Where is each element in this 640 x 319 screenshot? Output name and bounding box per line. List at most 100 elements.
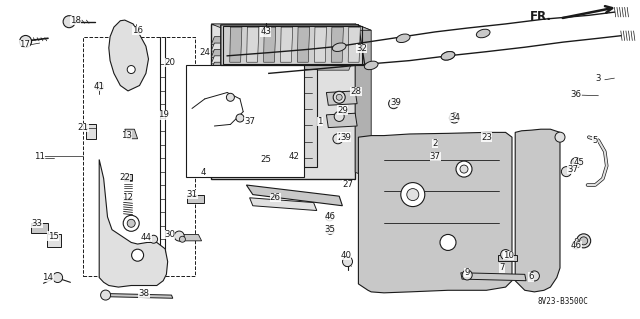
Polygon shape bbox=[99, 160, 168, 287]
Circle shape bbox=[262, 26, 269, 34]
Circle shape bbox=[561, 167, 572, 177]
Circle shape bbox=[407, 189, 419, 201]
Text: 42: 42 bbox=[289, 152, 300, 161]
Text: 19: 19 bbox=[158, 110, 168, 119]
Circle shape bbox=[571, 158, 581, 168]
Text: 8: 8 bbox=[573, 238, 579, 247]
Text: 35: 35 bbox=[324, 225, 336, 234]
Text: 6: 6 bbox=[529, 272, 534, 281]
Circle shape bbox=[500, 249, 511, 260]
Ellipse shape bbox=[476, 29, 490, 38]
Circle shape bbox=[150, 235, 157, 243]
Polygon shape bbox=[86, 124, 96, 139]
Polygon shape bbox=[211, 24, 355, 179]
Text: 17: 17 bbox=[19, 40, 30, 49]
Ellipse shape bbox=[441, 52, 455, 60]
Polygon shape bbox=[211, 56, 352, 64]
Circle shape bbox=[401, 182, 425, 207]
Ellipse shape bbox=[441, 52, 455, 60]
Ellipse shape bbox=[332, 43, 346, 51]
Polygon shape bbox=[515, 129, 560, 292]
Polygon shape bbox=[178, 234, 202, 241]
Circle shape bbox=[333, 91, 345, 103]
Polygon shape bbox=[358, 132, 512, 293]
Text: 36: 36 bbox=[570, 90, 582, 99]
Text: FR.: FR. bbox=[530, 10, 552, 23]
Polygon shape bbox=[326, 113, 357, 128]
Ellipse shape bbox=[364, 61, 378, 70]
Bar bbox=[214, 69, 317, 167]
Text: 22: 22 bbox=[119, 173, 131, 182]
Circle shape bbox=[440, 234, 456, 250]
Polygon shape bbox=[264, 27, 276, 62]
Circle shape bbox=[333, 134, 343, 144]
Text: 39: 39 bbox=[390, 98, 401, 107]
Text: 46: 46 bbox=[570, 241, 582, 250]
Text: 18: 18 bbox=[70, 16, 81, 25]
Circle shape bbox=[326, 226, 334, 234]
Circle shape bbox=[95, 82, 103, 90]
Polygon shape bbox=[211, 49, 352, 57]
Circle shape bbox=[174, 231, 184, 241]
Polygon shape bbox=[298, 27, 310, 62]
Circle shape bbox=[227, 93, 234, 101]
Polygon shape bbox=[230, 27, 242, 62]
Polygon shape bbox=[246, 27, 259, 62]
Polygon shape bbox=[211, 37, 352, 45]
Text: 32: 32 bbox=[356, 44, 367, 53]
Text: 3: 3 bbox=[596, 74, 601, 83]
Circle shape bbox=[326, 213, 333, 221]
Text: 25: 25 bbox=[260, 155, 271, 164]
Circle shape bbox=[123, 215, 140, 231]
Polygon shape bbox=[47, 234, 61, 247]
Text: 20: 20 bbox=[164, 58, 175, 67]
Circle shape bbox=[456, 161, 472, 177]
Bar bbox=[83, 37, 195, 276]
Text: 21: 21 bbox=[77, 123, 89, 132]
Text: 40: 40 bbox=[340, 251, 351, 260]
Circle shape bbox=[580, 237, 588, 245]
Circle shape bbox=[334, 111, 344, 122]
Polygon shape bbox=[280, 27, 292, 62]
Circle shape bbox=[20, 35, 31, 48]
Text: 8V23-B3500C: 8V23-B3500C bbox=[538, 297, 588, 306]
Polygon shape bbox=[326, 91, 357, 105]
Text: 46: 46 bbox=[324, 212, 335, 221]
Polygon shape bbox=[314, 27, 326, 62]
Text: 24: 24 bbox=[199, 48, 211, 57]
Circle shape bbox=[236, 114, 244, 122]
Text: 37: 37 bbox=[244, 117, 255, 126]
Text: 10: 10 bbox=[503, 251, 515, 260]
Circle shape bbox=[100, 290, 111, 300]
Text: 27: 27 bbox=[342, 180, 354, 189]
Circle shape bbox=[388, 99, 399, 109]
Circle shape bbox=[127, 219, 135, 227]
Polygon shape bbox=[187, 195, 204, 203]
Polygon shape bbox=[246, 185, 342, 206]
Text: 38: 38 bbox=[138, 289, 150, 298]
Text: 12: 12 bbox=[122, 193, 134, 202]
Polygon shape bbox=[250, 198, 317, 211]
Circle shape bbox=[462, 270, 472, 280]
Text: 43: 43 bbox=[260, 27, 271, 36]
Polygon shape bbox=[221, 25, 365, 65]
Text: 5: 5 bbox=[593, 136, 598, 145]
Text: 14: 14 bbox=[42, 273, 54, 282]
Circle shape bbox=[127, 65, 135, 74]
Circle shape bbox=[342, 256, 353, 267]
Text: 39: 39 bbox=[340, 133, 351, 142]
Polygon shape bbox=[31, 223, 48, 233]
Polygon shape bbox=[211, 62, 352, 70]
Polygon shape bbox=[498, 255, 517, 261]
Polygon shape bbox=[211, 43, 352, 51]
Text: 23: 23 bbox=[481, 133, 492, 142]
Text: 34: 34 bbox=[449, 113, 460, 122]
Text: 7: 7 bbox=[500, 263, 505, 272]
Text: 29: 29 bbox=[337, 106, 348, 115]
Polygon shape bbox=[355, 24, 371, 179]
Text: 44: 44 bbox=[140, 233, 152, 242]
Text: 2: 2 bbox=[433, 139, 438, 148]
Text: 30: 30 bbox=[164, 230, 175, 239]
Polygon shape bbox=[332, 27, 344, 62]
Text: 31: 31 bbox=[186, 190, 198, 199]
